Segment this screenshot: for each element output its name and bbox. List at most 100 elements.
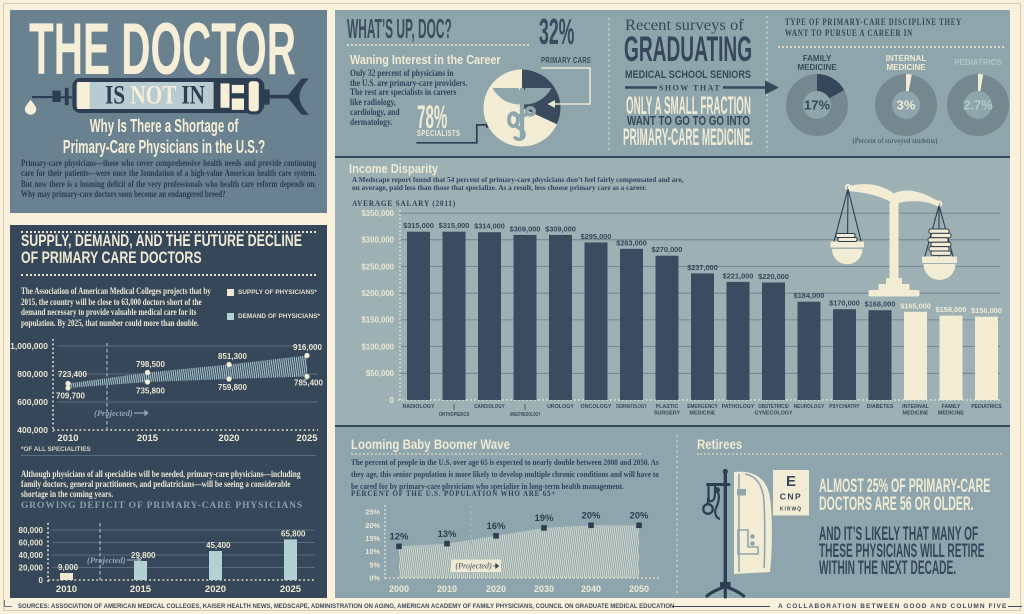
svg-text:17%: 17% [804,98,830,113]
svg-text:2040: 2040 [581,584,601,594]
svg-text:65,800: 65,800 [281,530,306,539]
svg-text:723,400: 723,400 [58,370,87,379]
svg-text:CNP: CNP [780,492,802,502]
svg-text:(Projected): (Projected) [94,408,133,418]
svg-text:IS NOT IN: IS NOT IN [105,81,205,110]
svg-text:13%: 13% [437,529,457,540]
svg-text:$156,000: $156,000 [971,306,1002,315]
svg-text:19%: 19% [534,513,554,524]
svg-text:MEDICINE: MEDICINE [903,410,929,416]
svg-text:$309,000: $309,000 [545,224,576,233]
svg-text:$309,000: $309,000 [510,224,541,233]
svg-text:2020: 2020 [486,584,506,594]
svg-text:2050: 2050 [629,584,649,594]
svg-text:40,000: 40,000 [19,551,44,560]
svg-text:$283,000: $283,000 [616,238,647,247]
svg-text:PATHOLOGY: PATHOLOGY [722,404,755,410]
svg-text:20,000: 20,000 [19,564,44,573]
svg-text:$168,000: $168,000 [865,300,896,309]
svg-text:$300,000: $300,000 [361,236,394,245]
svg-text:FAMILY: FAMILY [942,404,961,410]
svg-text:$295,000: $295,000 [581,232,612,241]
svg-text:3%: 3% [897,98,916,113]
svg-text:$314,000: $314,000 [474,222,505,231]
svg-text:PLASTIC: PLASTIC [656,404,679,410]
svg-text:2015: 2015 [130,584,152,595]
svg-text:ONCOLOGY: ONCOLOGY [581,404,612,410]
svg-text:*OF ALL SPECIALITIES: *OF ALL SPECIALITIES [21,446,91,453]
svg-text:45,400: 45,400 [206,541,231,550]
svg-text:759,800: 759,800 [218,383,247,392]
svg-text:(Projected): (Projected) [87,555,126,565]
svg-text:2010: 2010 [57,433,78,444]
svg-text:$220,000: $220,000 [758,272,789,281]
svg-text:ORTHOPEDICS: ORTHOPEDICS [439,412,470,418]
svg-text:UROLOGY: UROLOGY [547,404,574,410]
svg-text:2025: 2025 [296,433,318,444]
svg-text:800,000: 800,000 [17,369,48,379]
svg-text:20%: 20% [629,511,649,522]
svg-text:20%: 20% [365,521,380,530]
svg-text:1,000,000: 1,000,000 [10,341,48,351]
svg-text:5%: 5% [369,560,380,569]
svg-text:$315,000: $315,000 [439,221,470,230]
svg-text:2015: 2015 [137,433,159,444]
svg-text:25%: 25% [365,508,380,517]
svg-text:$315,000: $315,000 [403,221,434,230]
svg-text:2010: 2010 [56,584,77,595]
svg-text:2030: 2030 [534,584,554,594]
svg-text:785,400: 785,400 [294,379,323,388]
svg-text:10%: 10% [365,547,380,556]
svg-text:20%: 20% [581,511,601,522]
svg-text:ANESTHESIOLOGY: ANESTHESIOLOGY [510,412,541,418]
svg-text:GYNECOLOGY: GYNECOLOGY [755,410,793,416]
svg-text:9,000: 9,000 [58,563,79,572]
svg-text:2.7%: 2.7% [963,98,993,113]
svg-text:80,000: 80,000 [19,526,44,535]
svg-text:15%: 15% [365,534,380,543]
svg-text:709,700: 709,700 [56,392,85,401]
svg-text:$150,000: $150,000 [361,316,394,325]
svg-text:CARDIOLOGY: CARDIOLOGY [474,404,505,410]
svg-text:12%: 12% [389,532,409,543]
svg-text:SHOW THAT: SHOW THAT [659,83,721,92]
svg-text:PSYCHIATRY: PSYCHIATRY [829,404,860,410]
svg-text:$350,000: $350,000 [361,209,394,218]
svg-text:735,800: 735,800 [136,387,165,396]
svg-text:RADIOLOGY: RADIOLOGY [402,404,435,410]
svg-text:E: E [786,473,796,490]
svg-text:916,000: 916,000 [293,343,322,352]
svg-text:0: 0 [39,576,44,585]
svg-text:PEDIATRICS: PEDIATRICS [971,404,1002,410]
svg-text:SURGERY: SURGERY [654,410,680,416]
svg-text:2025: 2025 [280,584,302,595]
svg-text:400,000: 400,000 [17,425,48,435]
svg-text:$100,000: $100,000 [361,342,394,351]
svg-text:DIABETES: DIABETES [867,404,894,410]
svg-text:851,300: 851,300 [218,352,247,361]
svg-text:0%: 0% [369,574,380,583]
svg-text:OBSTETRICS/: OBSTETRICS/ [758,404,789,410]
svg-text:600,000: 600,000 [17,397,48,407]
svg-text:16%: 16% [486,521,506,532]
svg-text:798,500: 798,500 [136,360,165,369]
svg-text:0: 0 [390,396,395,405]
svg-text:KIRWQ: KIRWQ [780,507,802,513]
svg-text:DERMATOLOGY: DERMATOLOGY [616,404,647,410]
svg-text:MEDICINE: MEDICINE [938,410,964,416]
svg-text:EMERGENCY: EMERGENCY [687,404,718,410]
svg-text:$170,000: $170,000 [829,299,860,308]
svg-text:$237,000: $237,000 [687,263,718,272]
svg-text:$250,000: $250,000 [361,262,394,271]
svg-text:2020: 2020 [218,433,239,444]
svg-text:$184,000: $184,000 [794,291,825,300]
svg-text:INTERNAL: INTERNAL [902,404,930,410]
svg-text:$221,000: $221,000 [723,271,754,280]
svg-text:$270,000: $270,000 [652,245,683,254]
svg-text:60,000: 60,000 [19,539,44,548]
svg-text:$200,000: $200,000 [361,289,394,298]
svg-text:$165,000: $165,000 [900,301,931,310]
svg-text:$50,000: $50,000 [366,369,395,378]
svg-text:2020: 2020 [205,584,226,595]
svg-text:(Projected): (Projected) [456,562,492,571]
